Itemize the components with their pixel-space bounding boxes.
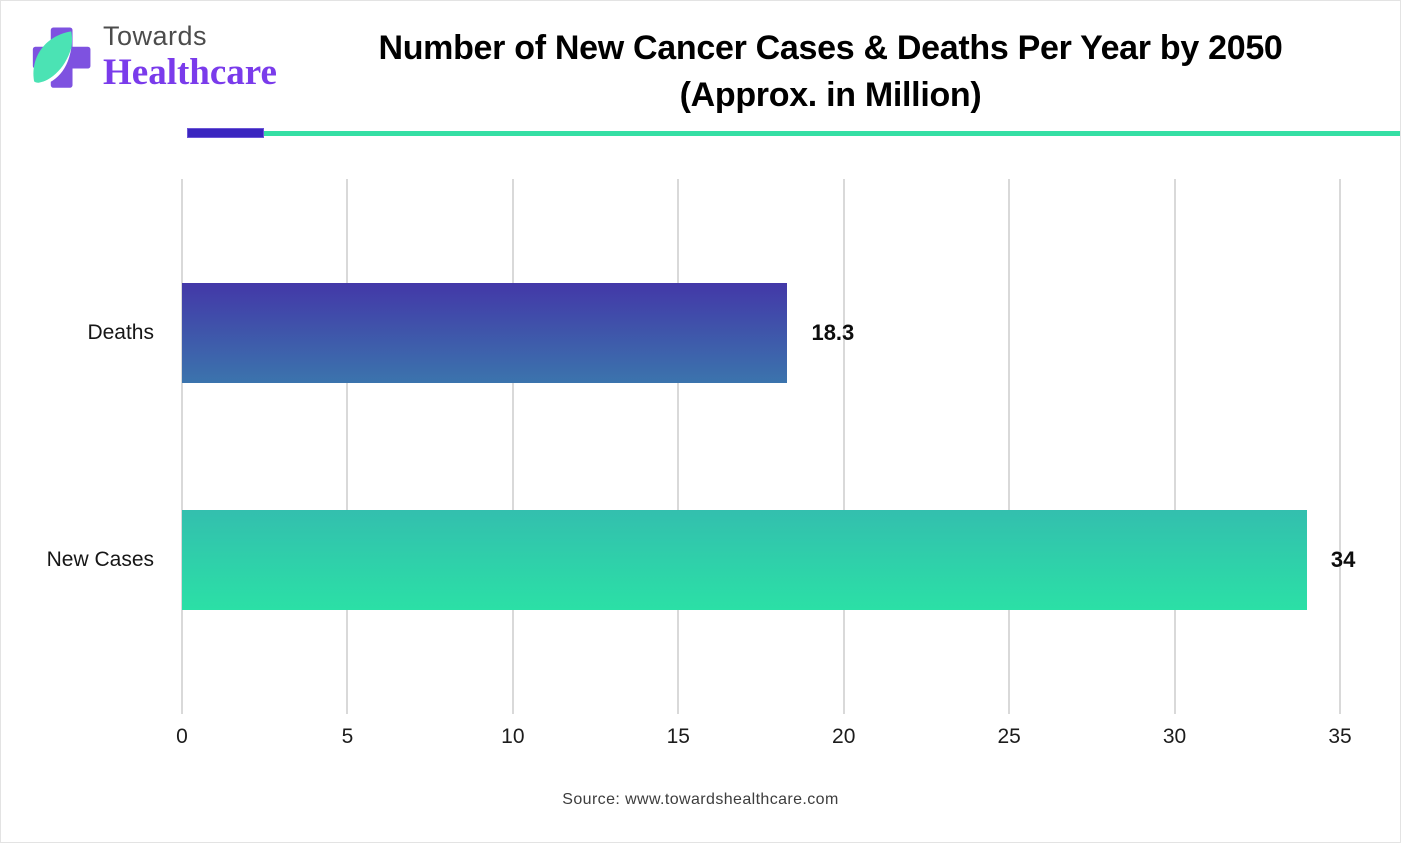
x-tick-label: 10 — [501, 725, 525, 748]
bar-new-cases — [182, 510, 1307, 611]
logo-towards-text: Towards — [103, 21, 208, 51]
title-line-1: Number of New Cancer Cases & Deaths Per … — [378, 29, 1283, 67]
plot-area — [181, 179, 1341, 714]
category-label: New Cases — [46, 548, 154, 572]
value-label: 34 — [1330, 547, 1356, 573]
gridline — [842, 179, 845, 714]
divider-teal-line — [264, 131, 1400, 136]
gridline — [677, 179, 680, 714]
page-title: Number of New Cancer Cases & Deaths Per … — [261, 25, 1400, 119]
divider-purple-segment — [187, 128, 264, 138]
x-tick-label: 0 — [176, 725, 188, 748]
bar-deaths — [182, 282, 788, 383]
leaf-icon — [33, 31, 73, 83]
gridline — [511, 179, 514, 714]
category-label: Deaths — [87, 320, 154, 344]
x-tick-label: 5 — [341, 725, 354, 748]
gridline — [1173, 179, 1176, 714]
gridline — [1008, 179, 1011, 714]
gridline — [1339, 179, 1341, 714]
logo-healthcare-text: Healthcare — [103, 52, 277, 93]
logo: Towards Healthcare — [29, 23, 277, 91]
x-tick-label: 20 — [832, 725, 856, 748]
x-tick-label: 15 — [666, 725, 690, 748]
x-tick-label: 35 — [1328, 725, 1352, 748]
value-label: 18.3 — [811, 319, 855, 345]
gridline — [346, 179, 349, 714]
logo-mark-icon — [31, 27, 91, 88]
x-tick-label: 30 — [1162, 725, 1187, 748]
leaf-stem-swoosh — [31, 48, 72, 88]
gridline — [181, 179, 183, 714]
title-line-2: (Approx. in Million) — [679, 75, 982, 114]
source-text: Source: www.towardshealthcare.com — [562, 791, 839, 808]
x-tick-label: 25 — [997, 725, 1021, 748]
